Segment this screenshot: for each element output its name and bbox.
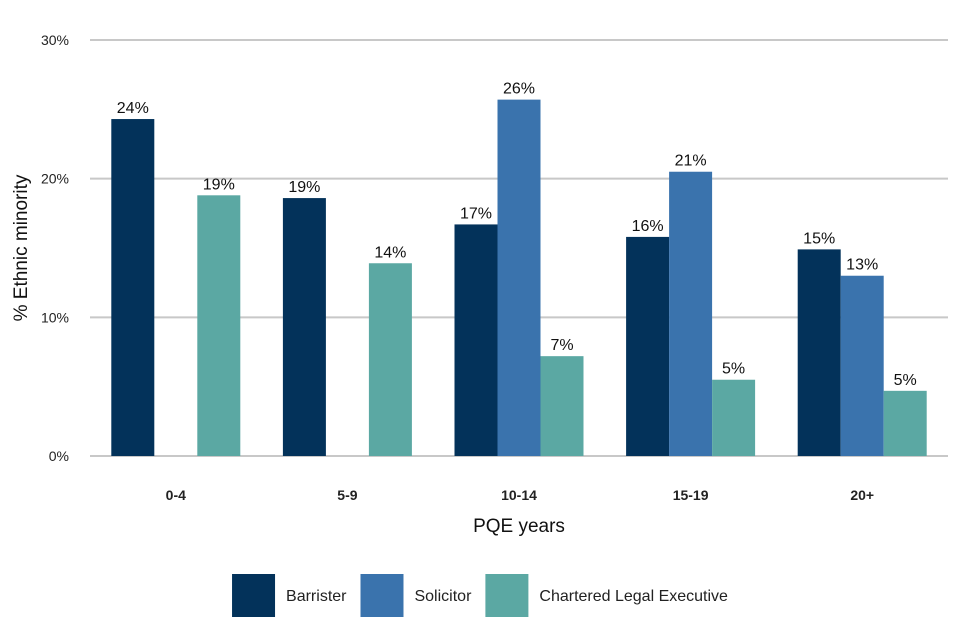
y-tick-label: 30% <box>41 32 69 48</box>
data-label: 13% <box>846 257 878 274</box>
x-tick-label: 5-9 <box>337 487 357 503</box>
legend: Barrister Solicitor Chartered Legal Execut… <box>232 574 728 617</box>
x-tick-label: 10-14 <box>501 487 537 503</box>
bar-barrister <box>282 198 326 456</box>
x-tick-label: 20+ <box>850 487 874 503</box>
bar-chartered-legal-executive <box>368 263 412 456</box>
legend-swatch <box>485 574 529 617</box>
legend-item: Chartered Legal Executive <box>485 574 728 617</box>
bar-chartered-legal-executive <box>540 356 584 456</box>
legend-swatch <box>360 574 404 617</box>
data-label: 5% <box>722 361 745 378</box>
data-label: 21% <box>675 153 707 170</box>
y-tick-label: 20% <box>41 171 69 187</box>
bar-solicitor <box>497 99 541 457</box>
bar-chartered-legal-executive <box>883 390 927 456</box>
data-label: 14% <box>374 244 406 261</box>
bar-chartered-legal-executive <box>712 379 756 456</box>
legend-item: Solicitor <box>360 574 472 617</box>
bar-barrister <box>111 119 155 456</box>
data-label: 19% <box>288 179 320 196</box>
data-label: 24% <box>117 100 149 117</box>
y-tick-label: 10% <box>41 309 69 325</box>
bar-barrister <box>626 236 670 456</box>
bars <box>111 99 927 457</box>
bar-barrister <box>454 224 498 456</box>
data-label: 16% <box>632 218 664 235</box>
data-label: 5% <box>894 372 917 389</box>
bar-solicitor <box>669 171 713 456</box>
x-tick-label: 15-19 <box>673 487 709 503</box>
legend-label: Chartered Legal Executive <box>539 588 728 605</box>
y-axis-ticks: 0% 10% 20% 30% <box>41 32 69 464</box>
data-label: 26% <box>503 81 535 98</box>
data-label: 17% <box>460 205 492 222</box>
bar-solicitor <box>840 275 884 456</box>
data-label: 19% <box>203 176 235 193</box>
y-axis-title: % Ethnic minority <box>11 174 32 321</box>
y-tick-label: 0% <box>49 448 69 464</box>
legend-label: Barrister <box>286 588 347 605</box>
data-label: 15% <box>803 230 835 247</box>
legend-swatch <box>232 574 276 617</box>
bar-barrister <box>797 249 841 456</box>
legend-item: Barrister <box>232 574 347 617</box>
legend-label: Solicitor <box>414 588 472 605</box>
x-axis-ticks: 0-4 5-9 10-14 15-19 20+ <box>166 487 874 503</box>
bar-chartered-legal-executive <box>197 195 241 456</box>
data-labels: 24% 19% 19% 14% 17% 26% 7% 16% 21% 5% 15% 13% 5% <box>117 81 917 389</box>
data-label: 7% <box>550 337 573 354</box>
x-tick-label: 0-4 <box>166 487 186 503</box>
x-axis-title: PQE years <box>473 516 565 537</box>
